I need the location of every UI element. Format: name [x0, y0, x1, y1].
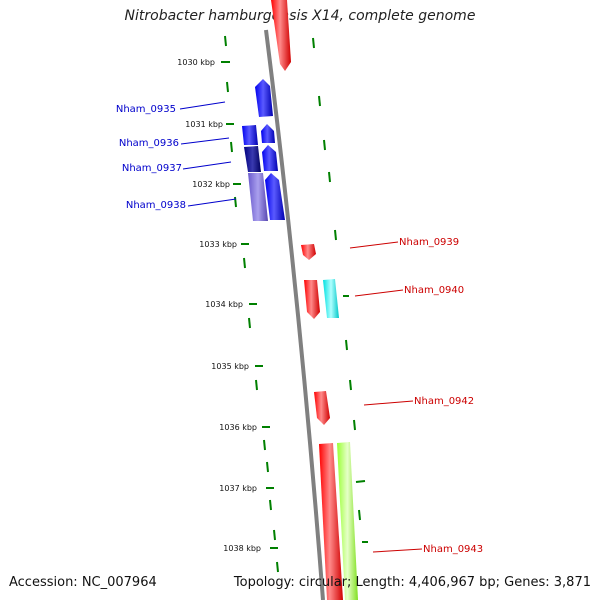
forward-genes	[271, 0, 358, 600]
gene-arrow[interactable]	[242, 125, 258, 145]
gene-arrow[interactable]	[244, 146, 261, 172]
genome-backbone	[264, 29, 325, 600]
gene-arrow[interactable]	[248, 173, 268, 221]
gene-label[interactable]: Nham_0943	[423, 544, 483, 555]
gene-arrow[interactable]	[255, 79, 273, 117]
inner-dotted-ring	[224, 35, 279, 573]
scale-label: 1033 kbp	[199, 240, 237, 249]
scale-label: 1035 kbp	[211, 362, 249, 371]
outer-dotted-ring	[312, 37, 368, 543]
scale-label: 1034 kbp	[205, 300, 243, 309]
gene-arrow[interactable]	[271, 0, 291, 71]
gene-label[interactable]: Nham_0942	[414, 396, 474, 407]
gene-arrow[interactable]	[319, 443, 343, 600]
gene-arrow[interactable]	[337, 442, 358, 600]
reverse-genes	[242, 79, 285, 221]
scale-label: 1038 kbp	[223, 544, 261, 553]
gene-arrow[interactable]	[262, 145, 278, 171]
gene-labels-right: Nham_0939 Nham_0940 Nham_0942 Nham_0943	[399, 237, 483, 555]
accession-text: Accession: NC_007964	[9, 575, 157, 590]
scale-label: 1037 kbp	[219, 484, 257, 493]
gene-arrow[interactable]	[304, 280, 320, 319]
scale-label: 1030 kbp	[177, 58, 215, 67]
scale-ticks	[221, 61, 278, 549]
gene-arrow[interactable]	[323, 279, 339, 318]
scale-label: 1031 kbp	[185, 120, 223, 129]
gene-label[interactable]: Nham_0935	[116, 104, 176, 115]
scale-label: 1032 kbp	[192, 180, 230, 189]
gene-label[interactable]: Nham_0936	[119, 138, 179, 149]
gene-arrow[interactable]	[265, 173, 285, 220]
map-title: Nitrobacter hamburgensis X14, complete g…	[124, 8, 476, 24]
gene-label[interactable]: Nham_0939	[399, 237, 459, 248]
genome-stats-text: Topology: circular; Length: 4,406,967 bp…	[233, 575, 591, 590]
gene-arrow[interactable]	[314, 391, 330, 425]
gene-label[interactable]: Nham_0937	[122, 163, 182, 174]
gene-labels-left: Nham_0935 Nham_0936 Nham_0937 Nham_0938	[116, 104, 186, 211]
gene-label[interactable]: Nham_0938	[126, 200, 186, 211]
gene-arrow[interactable]	[261, 124, 275, 143]
gene-label[interactable]: Nham_0940	[404, 285, 464, 296]
scale-label: 1036 kbp	[219, 423, 257, 432]
gene-arrow[interactable]	[301, 244, 316, 260]
scale-labels: 1030 kbp 1031 kbp 1032 kbp 1033 kbp 1034…	[177, 58, 261, 553]
label-connectors	[179, 101, 423, 553]
